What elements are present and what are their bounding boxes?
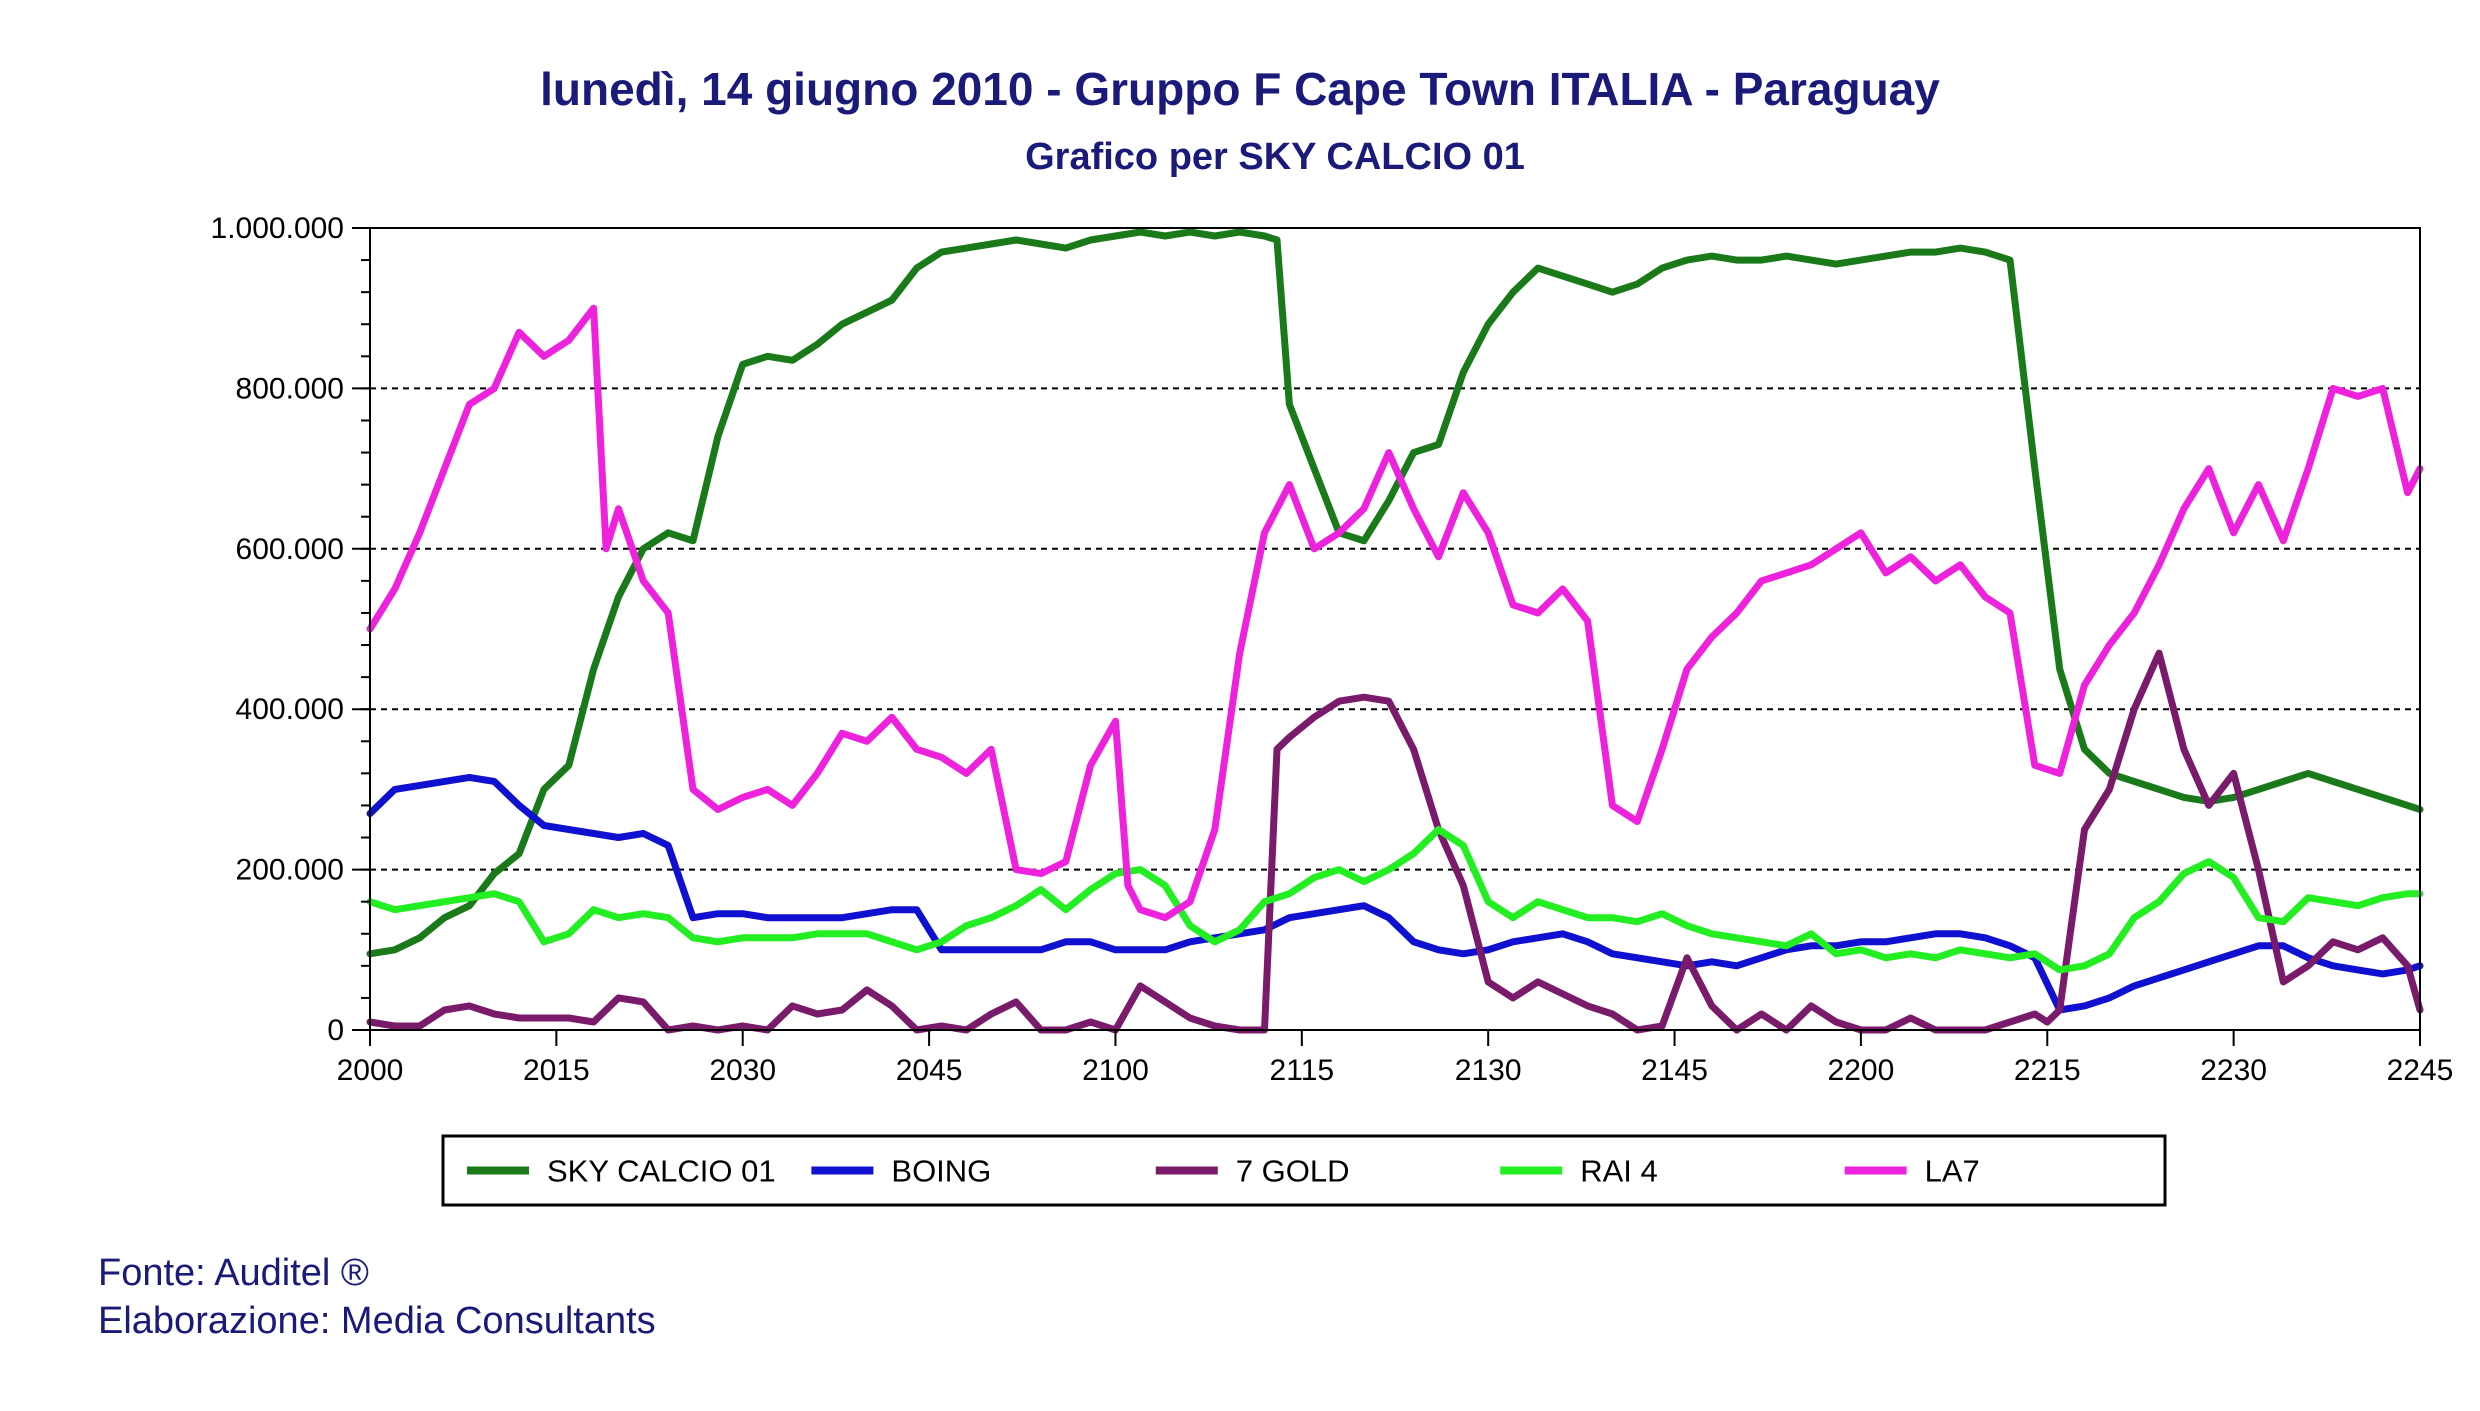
legend-label: BOING bbox=[891, 1154, 991, 1189]
x-tick-label: 2230 bbox=[2200, 1054, 2267, 1087]
x-tick-label: 2045 bbox=[896, 1054, 963, 1087]
axes: 0 200.000 400.000 600.000 800.000 1.000.000 20… bbox=[211, 212, 2454, 1087]
plot-frame bbox=[369, 227, 2421, 1031]
x-tick-label: 2245 bbox=[2387, 1054, 2454, 1087]
legend-label: 7 GOLD bbox=[1236, 1154, 1350, 1189]
series-line-la7 bbox=[366, 304, 2424, 922]
series-line-7-gold bbox=[366, 649, 2424, 1034]
y-tick-label: 400.000 bbox=[236, 693, 344, 726]
y-tick-label: 0 bbox=[327, 1014, 344, 1047]
y-tick-label: 800.000 bbox=[236, 372, 344, 405]
series-line-boing bbox=[366, 773, 2424, 1014]
chart-title: lunedì, 14 giugno 2010 - Gruppo F Cape T… bbox=[540, 63, 1940, 115]
series-lines bbox=[366, 228, 2424, 1034]
x-tick-label: 2130 bbox=[1455, 1054, 1522, 1087]
y-tick-label: 600.000 bbox=[236, 533, 344, 566]
y-tick-label: 200.000 bbox=[236, 854, 344, 887]
x-tick-label: 2200 bbox=[1828, 1054, 1895, 1087]
x-tick-label: 2030 bbox=[709, 1054, 776, 1087]
legend: SKY CALCIO 01 BOING 7 GOLD RAI 4 LA7 bbox=[441, 1134, 2167, 1207]
x-tick-label: 2145 bbox=[1641, 1054, 1708, 1087]
series-line-sky-calcio-01 bbox=[366, 228, 2424, 958]
legend-label: LA7 bbox=[1925, 1154, 1980, 1189]
chart-subtitle: Grafico per SKY CALCIO 01 bbox=[1025, 136, 1525, 178]
x-tick-label: 2015 bbox=[523, 1054, 590, 1087]
series-line-rai-4 bbox=[366, 826, 2424, 974]
footer-elaboration: Elaborazione: Media Consultants bbox=[98, 1300, 656, 1342]
x-tick-label: 2000 bbox=[337, 1054, 404, 1087]
y-tick-label: 1.000.000 bbox=[211, 212, 344, 245]
legend-label: SKY CALCIO 01 bbox=[547, 1154, 776, 1189]
legend-label: RAI 4 bbox=[1580, 1154, 1658, 1189]
x-tick-label: 2115 bbox=[1270, 1054, 1335, 1087]
x-tick-label: 2215 bbox=[2014, 1054, 2081, 1087]
x-tick-label: 2100 bbox=[1082, 1054, 1149, 1087]
footer-source: Fonte: Auditel ® bbox=[98, 1252, 369, 1294]
